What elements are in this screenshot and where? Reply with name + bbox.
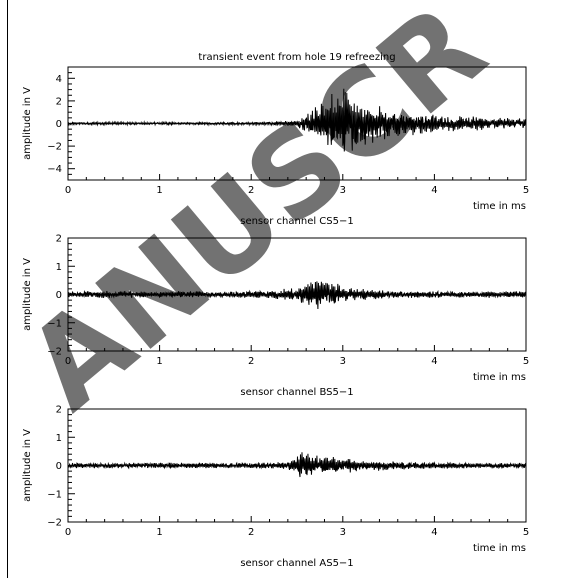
x-tick-label: 1 — [156, 356, 162, 367]
x-tick-label: 5 — [523, 185, 529, 196]
y-tick-label: −2 — [47, 142, 62, 153]
y-tick-label: 1 — [56, 262, 62, 273]
x-tick-label: 1 — [156, 185, 162, 196]
y-tick-label: 2 — [56, 96, 62, 107]
waveform-trace — [67, 88, 527, 152]
x-tick-label: 4 — [431, 185, 437, 196]
sensor-channel-caption: sensor channel AS5−1 — [240, 558, 353, 569]
x-tick-label: 0 — [65, 356, 71, 367]
y-tick-label: 1 — [56, 433, 62, 444]
figure-title: transient event from hole 19 refreezing — [198, 52, 395, 63]
x-tick-label: 3 — [340, 527, 346, 538]
y-tick-label: −2 — [47, 347, 62, 358]
y-tick-label: −1 — [47, 489, 62, 500]
plot-panel-3: 0 1 2 3 4 5 −2 −1 0 1 2 amplitude in V time in ms sen… — [22, 405, 529, 570]
x-tick-label: 4 — [431, 527, 437, 538]
x-axis-label: time in ms — [473, 201, 526, 212]
sensor-channel-caption: sensor channel CS5−1 — [240, 216, 354, 227]
x-axis-label: time in ms — [473, 372, 526, 383]
y-axis-label: amplitude in V — [22, 87, 33, 160]
y-tick-label: −1 — [47, 318, 62, 329]
x-axis-label: time in ms — [473, 543, 526, 554]
x-tick-label: 4 — [431, 356, 437, 367]
y-tick-label: −2 — [47, 518, 62, 529]
y-axis-label: amplitude in V — [22, 429, 33, 502]
y-tick-label: 4 — [56, 74, 62, 85]
plot-panel-1: 0 1 2 3 4 5 −4 −2 0 2 4 amplitude in V time in ms sen… — [22, 66, 529, 227]
x-tick-label: 2 — [248, 527, 254, 538]
x-tick-label: 5 — [523, 356, 529, 367]
x-tick-label: 5 — [523, 527, 529, 538]
y-tick-label: 0 — [56, 461, 62, 472]
waveform-trace — [67, 452, 527, 478]
x-tick-label: 0 — [65, 527, 71, 538]
y-tick-label: 2 — [56, 405, 62, 416]
sensor-channel-caption: sensor channel BS5−1 — [240, 387, 353, 398]
x-tick-label: 1 — [156, 527, 162, 538]
x-tick-label: 3 — [340, 356, 346, 367]
x-tick-label: 3 — [340, 185, 346, 196]
y-tick-label: 0 — [56, 119, 62, 130]
x-tick-label: 2 — [248, 185, 254, 196]
y-axis-label: amplitude in V — [22, 258, 33, 331]
x-tick-label: 0 — [65, 185, 71, 196]
plot-panel-2: 0 1 2 3 4 5 −2 −1 0 1 2 amplitude in V time in ms sen… — [22, 234, 529, 399]
y-tick-label: 2 — [56, 234, 62, 245]
y-tick-label: −4 — [47, 164, 62, 175]
waveform-trace — [67, 281, 527, 310]
y-tick-label: 0 — [56, 290, 62, 301]
x-tick-label: 2 — [248, 356, 254, 367]
